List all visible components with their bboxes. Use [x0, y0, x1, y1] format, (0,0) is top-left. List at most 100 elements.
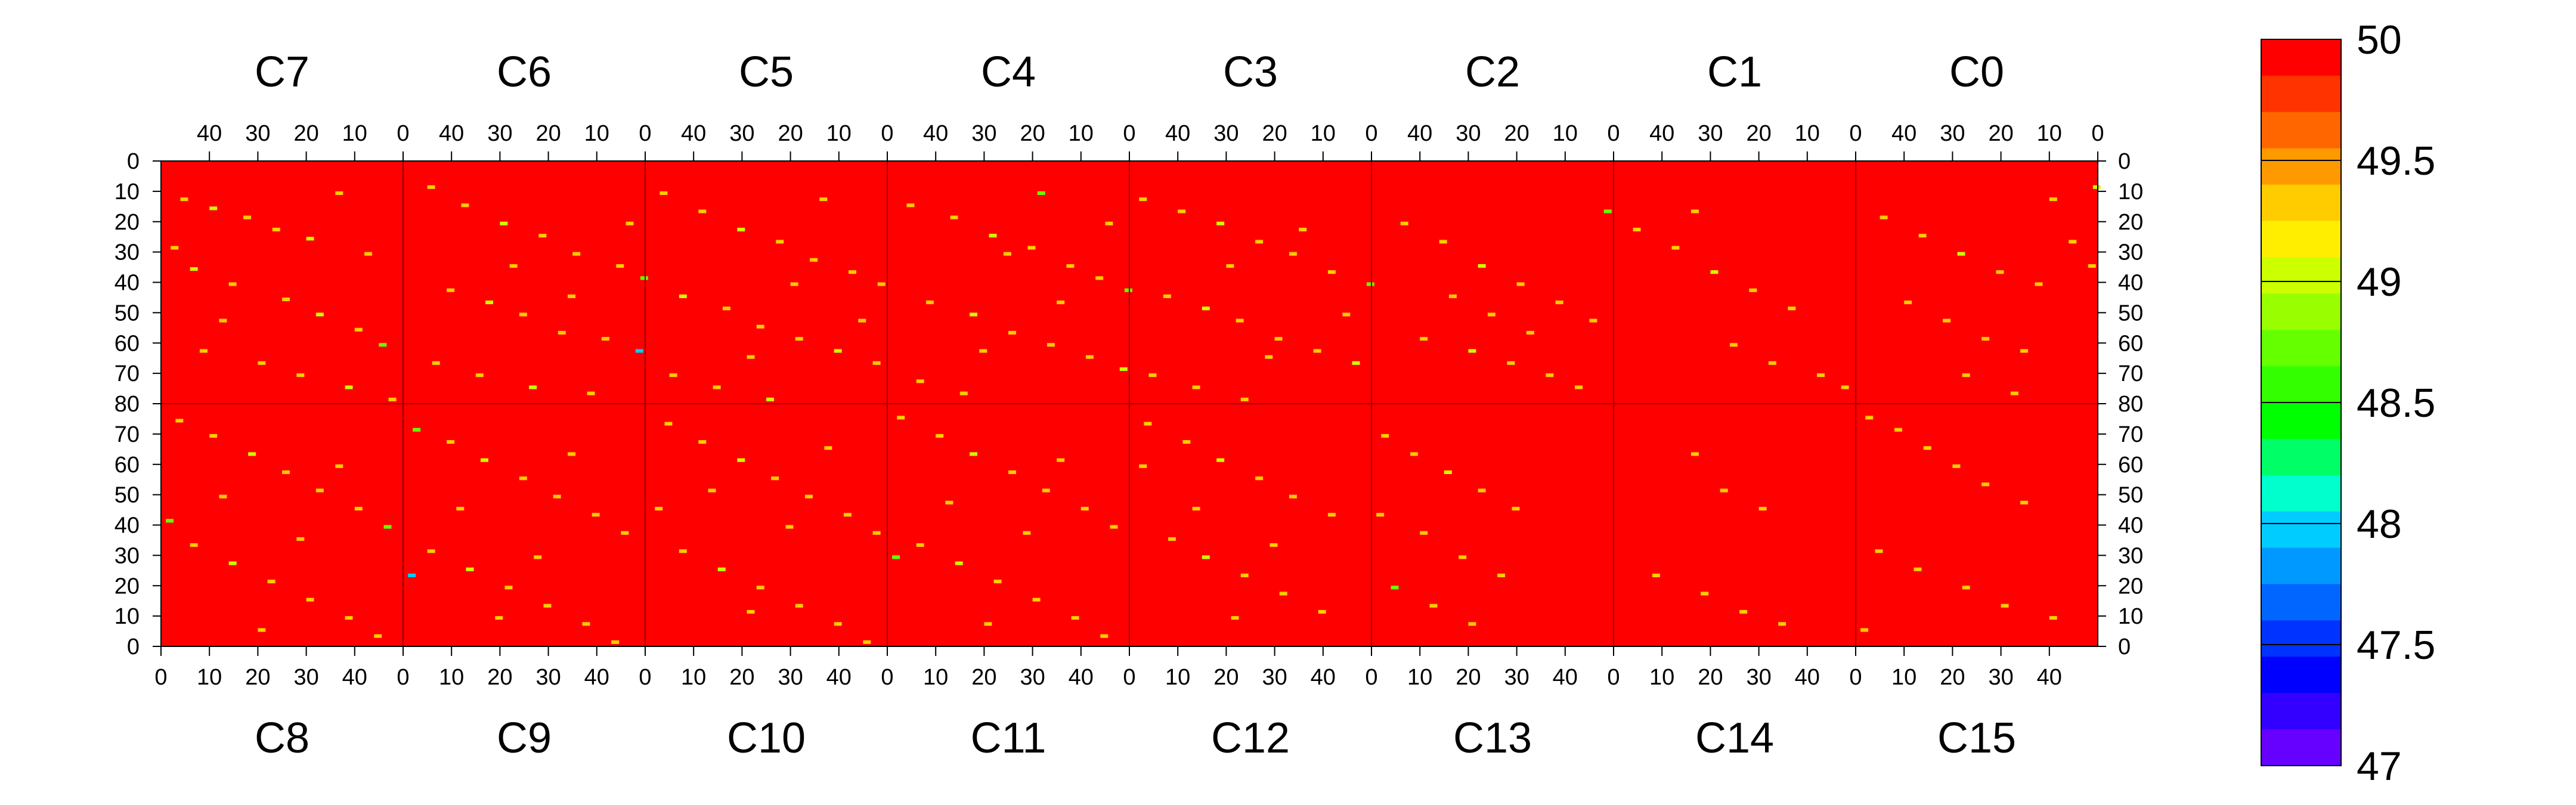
heatmap-cell [282, 470, 290, 475]
heatmap-cell [819, 197, 828, 202]
x-tick-label-bottom: 10 [681, 665, 706, 690]
colorbar-tick-label: 47 [2357, 744, 2402, 789]
heatmap-cell [258, 628, 266, 632]
y-tick-label-right: 0 [2118, 634, 2131, 660]
x-tick-label-bottom: 10 [439, 665, 464, 690]
heatmap-cell [698, 209, 707, 213]
x-tick-label-bottom: 10 [1407, 665, 1432, 690]
x-tick-label-bottom: 30 [293, 665, 318, 690]
heatmap-cell [243, 215, 252, 219]
colorbar-segment [2261, 438, 2341, 476]
block-C11 [892, 416, 1118, 638]
heatmap-cell [1216, 458, 1225, 462]
heatmap-cell [190, 267, 198, 271]
heatmap-cell [843, 513, 852, 517]
heatmap-cell [427, 185, 435, 189]
y-tick-label-right: 50 [2118, 483, 2143, 508]
heatmap-cell [538, 234, 547, 238]
heatmap-cell [461, 203, 469, 208]
column-title-top: C3 [1223, 48, 1278, 96]
heatmap-cell [335, 464, 343, 468]
heatmap-cell [345, 385, 353, 389]
heatmap-cell [1003, 252, 1011, 256]
heatmap-cell [950, 215, 958, 219]
heatmap-cell [790, 282, 798, 286]
x-tick-label-top: 40 [197, 121, 222, 146]
x-tick-label-top: 20 [1262, 121, 1287, 146]
column-title-top: C0 [1949, 48, 2004, 96]
heatmap-cell [543, 603, 552, 608]
heatmap-cell [1710, 270, 1719, 274]
heatmap-cell [296, 373, 305, 377]
y-tick-label-right: 30 [2118, 543, 2143, 568]
heatmap-cell [1299, 227, 1307, 232]
heatmap-cell [747, 355, 755, 359]
heatmap-cell [219, 318, 227, 323]
x-tick-label-top: 10 [2037, 121, 2062, 146]
heatmap-cell [2092, 185, 2101, 189]
heatmap-cell [1085, 355, 1094, 359]
colorbar-segment [2261, 75, 2341, 113]
heatmap-cell [679, 294, 687, 298]
heatmap-cell [1192, 506, 1200, 511]
x-tick-label-bottom: 40 [1069, 665, 1094, 690]
x-tick-label-bottom: 0 [1365, 665, 1377, 690]
x-tick-label-top: 10 [1069, 121, 1094, 146]
heatmap-cell [1071, 616, 1079, 620]
y-tick-label-right: 50 [2118, 301, 2143, 326]
x-tick-label-bottom: 20 [1456, 665, 1481, 690]
heatmap-cell [306, 237, 314, 241]
heatmap-cell [993, 580, 1002, 584]
heatmap-cell [979, 349, 987, 353]
heatmap-cell [180, 197, 188, 202]
heatmap-cell [1981, 482, 1990, 487]
heatmap-cell [1105, 221, 1113, 225]
heatmap-cell [906, 203, 915, 208]
column-title-bottom: C11 [971, 714, 1046, 762]
x-tick-label-top: 10 [1553, 121, 1578, 146]
heatmap-cell [2088, 264, 2096, 268]
y-tick-label-right: 20 [2118, 210, 2143, 235]
x-tick-label-top: 20 [535, 121, 561, 146]
heatmap-cell [466, 567, 474, 571]
heatmap-cell [306, 597, 314, 602]
x-tick-label-bottom: 40 [1311, 665, 1336, 690]
heatmap-cell [936, 434, 944, 438]
x-tick-label-bottom: 40 [342, 665, 367, 690]
heatmap-cell [1216, 221, 1225, 225]
heatmap-cell [1124, 288, 1132, 292]
heatmap-cell [717, 567, 726, 571]
heatmap-cell [495, 616, 503, 620]
heatmap-cell [190, 543, 198, 547]
heatmap-cell [2001, 603, 2009, 608]
colorbar-segment [2261, 257, 2341, 295]
x-tick-label-top: 20 [1020, 121, 1045, 146]
heatmap-cell [660, 191, 668, 195]
heatmap-cell [1690, 452, 1699, 456]
heatmap-cell [519, 476, 527, 481]
y-tick-label-right: 80 [2118, 392, 2143, 417]
heatmap-cell [664, 422, 673, 426]
y-tick-label-right: 60 [2118, 331, 2143, 356]
plot-area [160, 160, 2101, 647]
block-C5 [660, 191, 886, 401]
x-tick-label-bottom: 0 [1849, 665, 1862, 690]
heatmap-cell [1589, 318, 1597, 323]
x-tick-label-bottom: 0 [1123, 665, 1135, 690]
heatmap-cell [345, 616, 353, 620]
x-tick-label-bottom: 10 [1649, 665, 1674, 690]
y-tick-label-left: 50 [114, 301, 140, 326]
heatmap-cell [1478, 264, 1486, 268]
y-tick-label-right: 20 [2118, 574, 2143, 599]
heatmap-cell [698, 440, 707, 444]
x-tick-label-top: 40 [1165, 121, 1190, 146]
heatmap-cell [810, 258, 818, 262]
colorbar-tick-label: 48 [2357, 501, 2402, 547]
heatmap-cell [447, 288, 455, 292]
x-tick-label-bottom: 30 [535, 665, 561, 690]
y-tick-label-right: 10 [2118, 179, 2143, 205]
y-tick-label-left: 20 [114, 574, 140, 599]
colorbar: 50 49.5 49 48.5 48 47.5 47 [2261, 17, 2435, 789]
heatmap-cell [1342, 312, 1351, 317]
